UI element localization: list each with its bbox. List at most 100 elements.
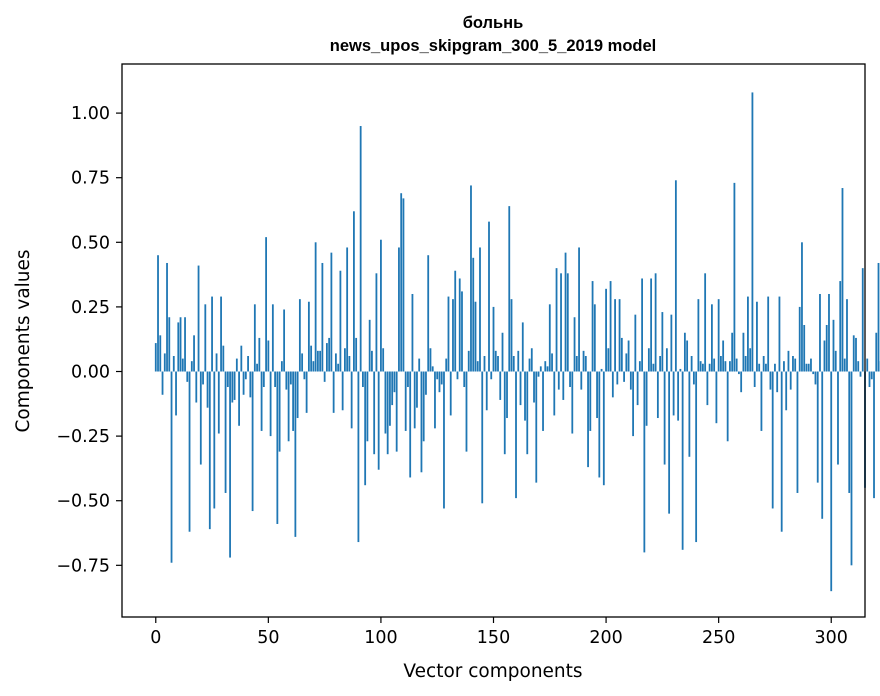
y-axis-ticks: −0.75 −0.50 −0.25 0.00 0.25 0.50 0.75 1.00 xyxy=(56,104,122,576)
bar-69 xyxy=(310,345,313,372)
bar-210 xyxy=(627,340,630,372)
y-tick-label: 0.50 xyxy=(71,233,110,253)
bar-217 xyxy=(643,371,646,553)
bar-250 xyxy=(717,299,720,372)
bar-33 xyxy=(229,371,231,558)
bar-277 xyxy=(778,296,781,372)
bar-52 xyxy=(271,304,274,372)
bar-95 xyxy=(368,319,371,372)
bar-195 xyxy=(593,304,596,372)
bar-43 xyxy=(251,371,254,512)
bar-191 xyxy=(584,356,587,372)
bar-247 xyxy=(711,304,713,372)
bar-202 xyxy=(609,281,612,372)
bar-258 xyxy=(735,358,738,372)
bar-175 xyxy=(548,304,551,372)
bar-204 xyxy=(614,299,616,372)
bar-20 xyxy=(199,371,202,465)
bar-118 xyxy=(420,371,423,473)
bar-27 xyxy=(215,353,218,372)
bar-281 xyxy=(787,350,790,372)
bar-121 xyxy=(427,255,430,372)
bar-285 xyxy=(796,371,799,493)
bar-45 xyxy=(256,363,258,372)
bar-229 xyxy=(670,314,673,372)
bar-87 xyxy=(350,371,353,429)
bar-186 xyxy=(573,317,576,372)
bar-272 xyxy=(767,296,770,372)
bar-238 xyxy=(690,356,693,372)
bar-279 xyxy=(783,361,785,372)
bar-194 xyxy=(591,281,594,372)
bar-141 xyxy=(472,257,475,372)
bar-101 xyxy=(382,348,385,372)
bar-94 xyxy=(366,371,369,442)
bar-212 xyxy=(632,371,634,437)
bar-29 xyxy=(220,296,222,372)
bar-19 xyxy=(197,265,200,372)
bar-154 xyxy=(501,332,504,372)
bar-88 xyxy=(353,211,355,372)
bar-297 xyxy=(823,340,826,372)
bar-100 xyxy=(380,239,382,372)
bar-25 xyxy=(211,296,213,372)
bar-84 xyxy=(344,348,346,372)
bar-306 xyxy=(843,358,846,372)
bar-254 xyxy=(726,371,729,442)
bar-261 xyxy=(742,332,745,372)
bar-18 xyxy=(195,371,198,403)
bar-193 xyxy=(589,371,592,431)
bar-190 xyxy=(582,350,585,372)
bar-46 xyxy=(258,337,261,372)
bar-75 xyxy=(323,371,326,382)
bar-299 xyxy=(828,293,830,372)
bar-28 xyxy=(217,371,220,434)
bar-59 xyxy=(287,371,290,442)
y-tick-label: 0.75 xyxy=(71,169,110,189)
bar-80 xyxy=(334,353,337,372)
bar-13 xyxy=(184,317,186,372)
bar-81 xyxy=(337,363,340,372)
bar-38 xyxy=(240,345,243,372)
bar-249 xyxy=(715,371,718,424)
bar-48 xyxy=(262,371,265,388)
y-tick-label: −0.25 xyxy=(56,427,110,447)
bar-283 xyxy=(792,356,794,372)
bar-207 xyxy=(620,337,623,372)
bar-213 xyxy=(634,314,637,372)
bar-89 xyxy=(355,337,358,372)
bar-251 xyxy=(720,356,722,372)
bar-55 xyxy=(278,371,281,452)
bar-126 xyxy=(438,371,441,393)
bar-234 xyxy=(681,371,684,550)
bar-102 xyxy=(384,371,387,434)
bar-236 xyxy=(686,340,689,372)
bar-305 xyxy=(841,188,844,372)
bar-304 xyxy=(839,281,842,372)
bar-192 xyxy=(587,371,589,468)
bar-182 xyxy=(564,252,567,372)
bar-197 xyxy=(598,371,601,478)
bar-51 xyxy=(269,371,272,437)
x-axis-label: Vector components xyxy=(403,661,582,682)
bar-271 xyxy=(765,363,767,372)
bar-163 xyxy=(521,322,524,372)
bars-group xyxy=(154,92,880,592)
bar-262 xyxy=(744,356,747,372)
bar-122 xyxy=(429,348,432,372)
bar-131 xyxy=(449,371,452,416)
bar-53 xyxy=(274,371,276,388)
bar-214 xyxy=(636,371,639,406)
bar-270 xyxy=(762,356,765,372)
bar-147 xyxy=(485,371,488,411)
bar-6 xyxy=(168,317,171,372)
bar-159 xyxy=(512,356,515,372)
bar-4 xyxy=(163,353,166,372)
bar-77 xyxy=(328,337,331,372)
bar-233 xyxy=(679,368,682,372)
bar-134 xyxy=(456,371,459,380)
bar-97 xyxy=(373,371,376,455)
bar-291 xyxy=(810,358,812,372)
bar-177 xyxy=(553,371,556,416)
